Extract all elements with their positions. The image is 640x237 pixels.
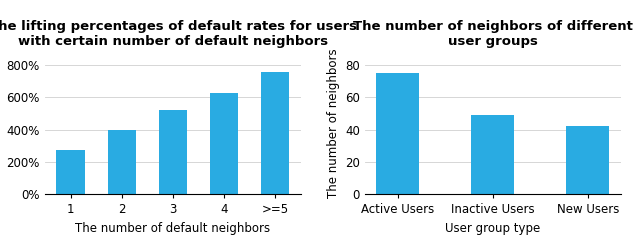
Y-axis label: The number of neighbors: The number of neighbors	[326, 48, 339, 198]
Bar	[108, 130, 136, 194]
Bar	[261, 72, 289, 194]
Bar	[376, 73, 419, 194]
Bar	[566, 127, 609, 194]
Bar	[159, 109, 187, 194]
Title: The lifting percentages of default rates for users
with certain number of defaul: The lifting percentages of default rates…	[0, 20, 357, 48]
Bar	[210, 92, 238, 194]
Title: The number of neighbors of different
user groups: The number of neighbors of different use…	[353, 20, 633, 48]
Bar	[472, 115, 514, 194]
Bar	[56, 150, 84, 194]
X-axis label: The number of default neighbors: The number of default neighbors	[76, 222, 270, 235]
X-axis label: User group type: User group type	[445, 222, 540, 235]
